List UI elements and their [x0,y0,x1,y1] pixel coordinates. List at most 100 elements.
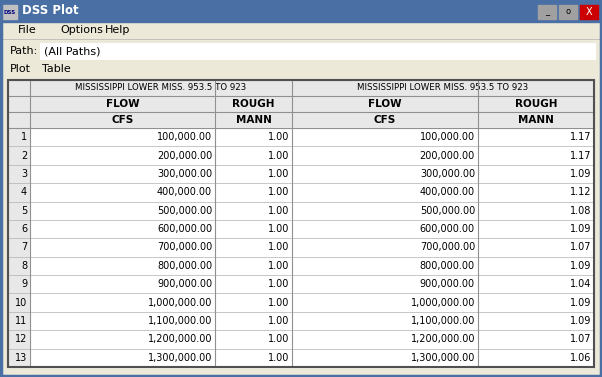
Bar [580,5,598,19]
Text: 12: 12 [14,334,27,345]
Bar [292,128,478,146]
Text: 900,000.00: 900,000.00 [420,279,475,289]
Text: 1,200,000.00: 1,200,000.00 [147,334,212,345]
Text: MISSISSIPPI LOWER MISS. 953.5 TO 923: MISSISSIPPI LOWER MISS. 953.5 TO 923 [358,83,529,92]
Bar [8,349,30,367]
Text: 1.00: 1.00 [268,279,289,289]
Text: DSS Plot: DSS Plot [22,5,79,17]
Text: DSS: DSS [4,9,16,14]
Bar [30,349,215,367]
Bar [478,165,594,183]
Bar [478,330,594,349]
Bar [215,220,292,238]
Text: 9: 9 [21,279,27,289]
Text: 1,000,000.00: 1,000,000.00 [147,298,212,308]
Text: 1.09: 1.09 [569,316,591,326]
Text: 1.09: 1.09 [569,169,591,179]
Text: Path:: Path: [10,46,39,56]
Bar [8,275,30,293]
Bar [215,165,292,183]
Text: File: File [18,25,37,35]
Bar [8,80,594,367]
Bar [292,238,478,257]
Bar [292,80,594,96]
Text: o: o [565,8,571,17]
Text: 1.00: 1.00 [268,316,289,326]
Text: 7: 7 [20,242,27,253]
Text: 1.17: 1.17 [569,150,591,161]
Text: 3: 3 [21,169,27,179]
Text: 1.00: 1.00 [268,224,289,234]
Bar [30,257,215,275]
Bar [292,165,478,183]
Bar [478,257,594,275]
Text: 6: 6 [21,224,27,234]
Bar [478,293,594,312]
Text: 300,000.00: 300,000.00 [157,169,212,179]
Bar [478,128,594,146]
Text: Help: Help [105,25,131,35]
Text: 1.00: 1.00 [268,132,289,142]
Text: 2: 2 [20,150,27,161]
Text: 1.17: 1.17 [569,132,591,142]
Text: CFS: CFS [111,115,134,125]
Text: 200,000.00: 200,000.00 [420,150,475,161]
Text: MANN: MANN [518,115,554,125]
Text: 100,000.00: 100,000.00 [157,132,212,142]
Bar [8,293,30,312]
Bar [292,202,478,220]
Bar [2,21,600,39]
Text: 1.00: 1.00 [268,298,289,308]
Bar [215,312,292,330]
Bar [215,146,292,165]
Text: 1,100,000.00: 1,100,000.00 [411,316,475,326]
Text: CFS: CFS [374,115,396,125]
Bar [8,330,30,349]
Text: 700,000.00: 700,000.00 [157,242,212,253]
Bar [478,183,594,202]
Bar [559,5,577,19]
Bar [30,312,215,330]
Bar [30,238,215,257]
Text: 1: 1 [21,132,27,142]
Text: 1.09: 1.09 [569,261,591,271]
Text: 1.00: 1.00 [268,169,289,179]
Bar [215,112,292,128]
Text: 1.04: 1.04 [569,279,591,289]
Text: 10: 10 [15,298,27,308]
Bar [478,112,594,128]
Text: 1.00: 1.00 [268,242,289,253]
Bar [215,96,292,112]
Bar [292,349,478,367]
Bar [478,146,594,165]
Text: MISSISSIPPI LOWER MISS. 953.5 TO 923: MISSISSIPPI LOWER MISS. 953.5 TO 923 [75,83,247,92]
Bar [8,183,30,202]
Bar [478,312,594,330]
Text: 600,000.00: 600,000.00 [420,224,475,234]
Text: 1,300,000.00: 1,300,000.00 [411,353,475,363]
Text: 1.07: 1.07 [569,242,591,253]
Bar [0,0,602,22]
Text: 200,000.00: 200,000.00 [157,150,212,161]
Bar [8,202,30,220]
Text: 400,000.00: 400,000.00 [420,187,475,197]
Text: 800,000.00: 800,000.00 [420,261,475,271]
Text: 600,000.00: 600,000.00 [157,224,212,234]
Bar [30,146,215,165]
Bar [215,183,292,202]
Text: Options: Options [60,25,103,35]
Bar [478,238,594,257]
Bar [30,330,215,349]
Bar [292,112,478,128]
Text: ROUGH: ROUGH [515,99,557,109]
Bar [30,112,215,128]
Text: FLOW: FLOW [368,99,402,109]
Text: 1.00: 1.00 [268,187,289,197]
Bar [30,183,215,202]
Text: 4: 4 [21,187,27,197]
Bar [215,202,292,220]
Text: 1.09: 1.09 [569,224,591,234]
Bar [8,312,30,330]
Bar [292,96,478,112]
Bar [478,349,594,367]
